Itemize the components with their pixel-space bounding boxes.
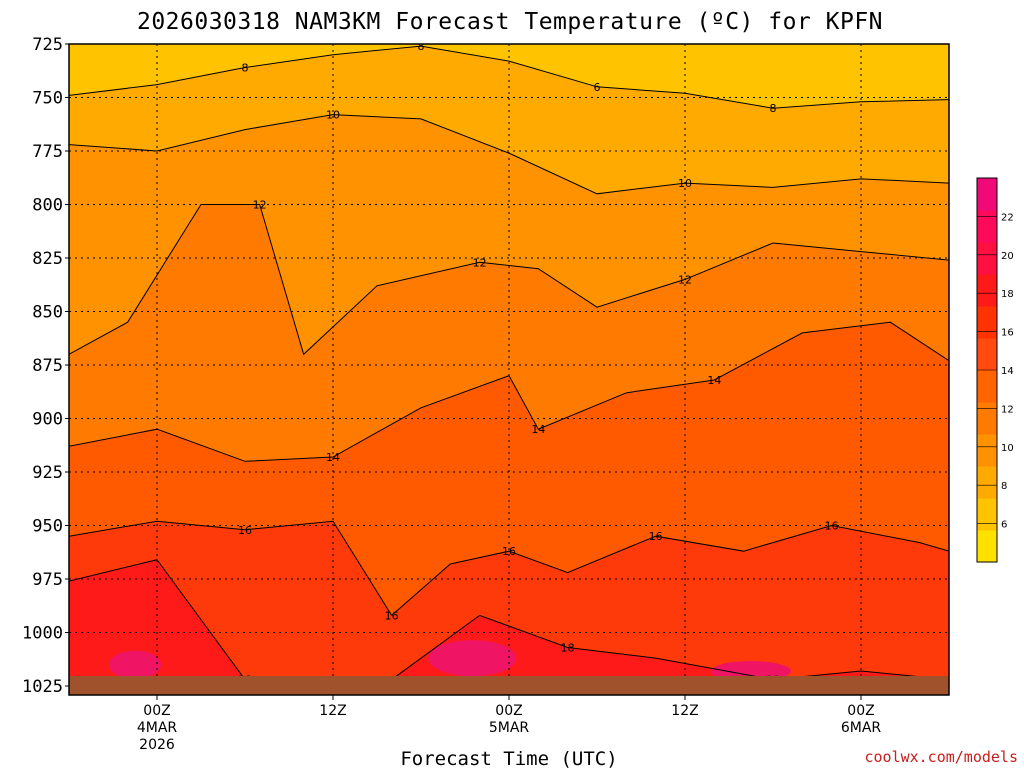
- y-tick-label: 800: [32, 196, 63, 216]
- isotherm-label: 16: [649, 530, 663, 543]
- y-axis: 725 750 775 800 825 850 875 900 925 950 975 1000 102…: [22, 35, 69, 697]
- colorbar-swatch: [977, 370, 997, 403]
- colorbar-swatch: [977, 530, 997, 563]
- isotherm-label: 16: [502, 545, 516, 558]
- isotherm-label: 14: [531, 423, 545, 436]
- isotherm-label: 8: [242, 62, 249, 75]
- x-axis-label: Forecast Time (UTC): [400, 748, 617, 768]
- colorbar-tick-label: 20: [1001, 251, 1014, 262]
- isotherm-label: 8: [770, 102, 777, 115]
- x-tick-label: 00Z: [495, 703, 522, 719]
- x-tick-label: 5MAR: [489, 720, 530, 736]
- x-tick-label: 2026: [139, 737, 175, 753]
- y-tick-label: 750: [32, 89, 63, 109]
- isotherm-label: 18: [561, 641, 575, 654]
- isotherm-line-18: [69, 559, 949, 681]
- isotherm-label: 12: [473, 256, 487, 269]
- colorbar-tick-label: 18: [1001, 289, 1014, 300]
- y-tick-label: 725: [32, 35, 63, 55]
- colorbar-swatch: [977, 498, 997, 531]
- colorbar-swatch: [977, 402, 997, 435]
- y-tick-label: 1025: [22, 677, 63, 697]
- y-tick-label: 975: [32, 570, 63, 590]
- plot-area: 886810101212121414141616161616181818: [68, 40, 950, 696]
- colorbar-tick-label: 8: [1001, 481, 1007, 492]
- isotherm-label: 16: [238, 524, 252, 537]
- y-tick-label: 1000: [22, 624, 63, 644]
- colorbar-swatch: [977, 434, 997, 467]
- y-tick-label: 825: [32, 249, 63, 269]
- isotherm-line-8: [69, 45, 949, 109]
- warm-pocket-2: [428, 640, 517, 677]
- y-tick-label: 925: [32, 463, 63, 483]
- x-tick-label: 12Z: [671, 703, 698, 719]
- isotherm-label: 14: [326, 451, 340, 464]
- colorbar-tick-label: 12: [1001, 404, 1014, 415]
- colorbar-tick-label: 10: [1001, 443, 1014, 454]
- isotherm-label: 6: [594, 81, 601, 94]
- colorbar-tick-label: 16: [1001, 328, 1014, 339]
- x-tick-label: 00Z: [143, 703, 170, 719]
- colorbar-swatch: [977, 306, 997, 339]
- y-tick-label: 775: [32, 142, 63, 162]
- x-tick-label: 4MAR: [137, 720, 178, 736]
- colorbar-swatch: [977, 466, 997, 499]
- chart-title: 2026030318 NAM3KM Forecast Temperature (…: [137, 9, 883, 35]
- isotherm-label: 10: [326, 109, 340, 122]
- credit-text: coolwx.com/models: [864, 748, 1018, 766]
- isotherm-label: 14: [707, 374, 721, 387]
- isotherm-line-14: [69, 321, 949, 462]
- ground-surface: [69, 676, 949, 695]
- colorbar-swatch: [977, 210, 997, 243]
- colorbar-swatch: [977, 274, 997, 307]
- isotherm-label: 12: [253, 199, 267, 212]
- x-tick-label: 00Z: [847, 703, 874, 719]
- colorbar-legend: 6 8 10 12 14 16 18 20 22: [976, 177, 1014, 563]
- y-tick-label: 950: [32, 517, 63, 537]
- isotherm-label: 8: [418, 40, 425, 53]
- warm-pocket-1: [109, 650, 161, 679]
- colorbar-swatch: [977, 242, 997, 275]
- colorbar-tick-label: 6: [1001, 520, 1007, 531]
- y-tick-label: 900: [32, 410, 63, 430]
- isotherm-label: 16: [385, 609, 399, 622]
- x-tick-label: 6MAR: [841, 720, 882, 736]
- colorbar-swatch: [977, 338, 997, 371]
- colorbar-tick-label: 14: [1001, 366, 1014, 377]
- colorbar-tick-label: 22: [1001, 212, 1014, 223]
- colorbar-swatch: [977, 178, 997, 211]
- x-tick-label: 12Z: [319, 703, 346, 719]
- y-tick-label: 875: [32, 356, 63, 376]
- y-tick-label: 850: [32, 303, 63, 323]
